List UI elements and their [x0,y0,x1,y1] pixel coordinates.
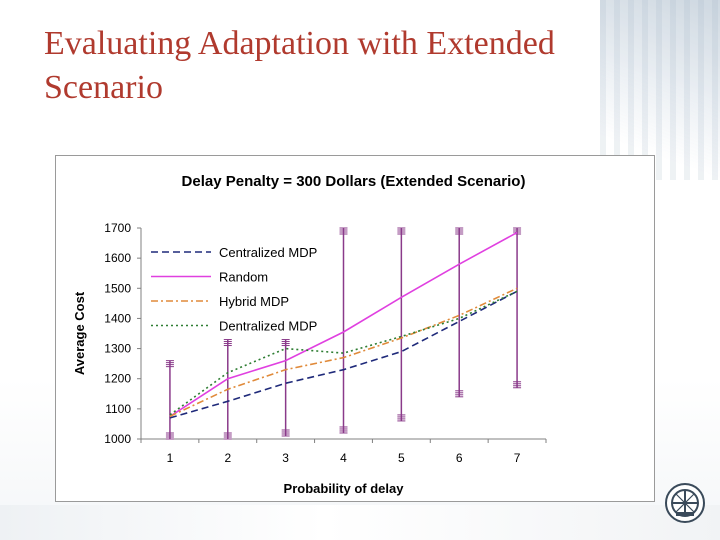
x-tick-label: 2 [224,451,231,465]
x-tick-label: 7 [514,451,521,465]
series-line-0 [169,290,518,419]
y-tick-label: 1200 [104,372,131,386]
y-tick-label: 1000 [104,432,131,446]
series-line-3 [169,290,518,416]
y-tick-label: 1400 [104,311,131,325]
y-tick-label: 1300 [104,342,131,356]
y-axis-label: Average Cost [72,291,87,375]
x-tick-label: 5 [398,451,405,465]
chart-title: Delay Penalty = 300 Dollars (Extended Sc… [182,173,526,190]
x-axis-label: Probability of delay [284,481,405,496]
series-line-2 [169,287,518,418]
y-tick-label: 1600 [104,251,131,265]
x-tick-label: 6 [456,451,463,465]
legend-label: Random [219,270,268,285]
line-chart: Delay Penalty = 300 Dollars (Extended Sc… [72,173,547,496]
series-line-1 [169,231,518,418]
y-tick-label: 1700 [104,221,131,235]
slide-title: Evaluating Adaptation with Extended Scen… [44,25,555,106]
chart-frame: Delay Penalty = 300 Dollars (Extended Sc… [55,155,655,502]
legend-label: Centralized MDP [219,245,317,260]
x-tick-label: 3 [282,451,289,465]
x-tick-label: 1 [167,451,174,465]
legend-label: Dentralized MDP [219,319,317,334]
y-tick-label: 1500 [104,281,131,295]
corner-decoration [600,0,720,180]
x-tick-label: 4 [340,451,347,465]
institution-logo-icon [665,483,705,523]
bottom-band [0,505,720,540]
legend-label: Hybrid MDP [219,294,289,309]
y-tick-label: 1100 [105,402,131,416]
